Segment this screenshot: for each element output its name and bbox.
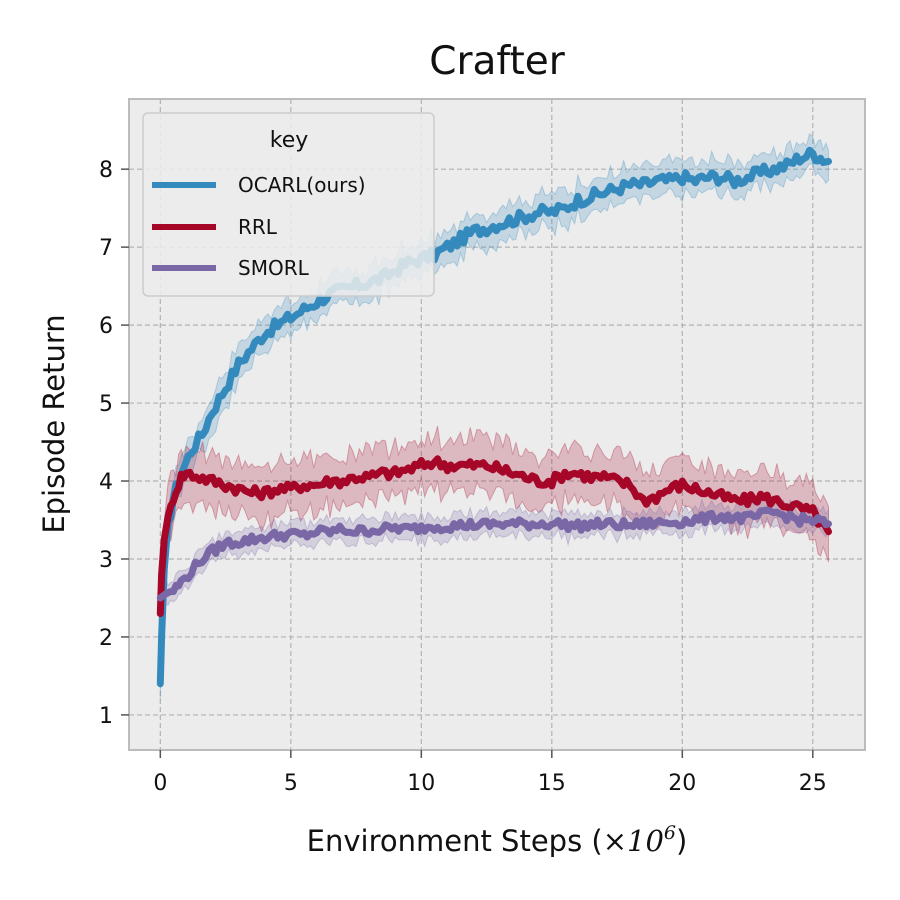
line-ocarlours: [156, 146, 832, 688]
legend: key OCARL(ours) RRL SMORL: [142, 112, 435, 297]
series-lines: [156, 146, 832, 688]
y-tick-label: 1: [99, 704, 113, 729]
y-tick-label: 8: [99, 158, 113, 183]
y-tick-label: 6: [99, 314, 113, 339]
x-axis-label-close: ): [676, 824, 687, 858]
y-tick-label: 2: [99, 626, 113, 651]
legend-label-ocarl: OCARL(ours): [238, 173, 366, 197]
x-tick-label: 10: [407, 771, 435, 796]
x-tick-label: 15: [538, 771, 566, 796]
x-tick-label: 25: [799, 771, 827, 796]
legend-title: key: [270, 128, 309, 153]
x-tick-label: 0: [153, 771, 167, 796]
y-tick-label: 3: [99, 548, 113, 573]
x-axis-label-math: ×10: [603, 824, 664, 858]
line-rrl: [156, 455, 832, 618]
x-tick-label: 20: [668, 771, 696, 796]
line-smorl: [156, 506, 832, 602]
y-tick-label: 7: [99, 236, 113, 261]
y-axis-label: Episode Return: [37, 314, 71, 533]
axis-ticks: 0 5 10 15 20 25 1 2 3 4 5 6 7 8: [99, 158, 827, 796]
x-axis-label: Environment Steps (×106): [307, 822, 688, 858]
y-tick-label: 4: [99, 470, 113, 495]
chart-title: Crafter: [429, 39, 565, 84]
x-axis-label-text: Environment Steps (: [307, 824, 603, 858]
legend-label-smorl: SMORL: [238, 256, 310, 280]
legend-label-rrl: RRL: [238, 215, 278, 239]
y-tick-label: 5: [99, 392, 113, 417]
x-tick-label: 5: [284, 771, 298, 796]
legend-box: [142, 112, 435, 297]
x-axis-label-exponent: 6: [664, 822, 676, 844]
